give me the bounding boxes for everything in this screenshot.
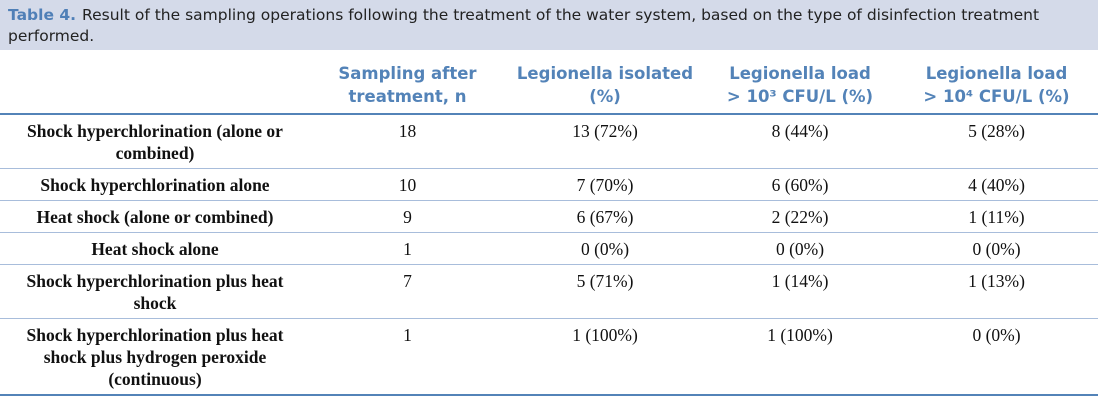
header-treatment (0, 50, 310, 115)
isolated-cell: 1 (100%) (505, 318, 705, 396)
caption-text: Result of the sampling operations follow… (8, 6, 1040, 45)
load3-cell: 1 (100%) (705, 318, 895, 396)
isolated-cell: 13 (72%) (505, 114, 705, 169)
sampling-cell: 1 (310, 232, 505, 265)
isolated-cell: 7 (70%) (505, 168, 705, 201)
isolated-cell: 5 (71%) (505, 264, 705, 319)
load4-cell: 4 (40%) (895, 168, 1098, 201)
results-table: Sampling after treatment, n Legionella i… (0, 50, 1098, 396)
header-isolated: Legionella isolated (%) (505, 50, 705, 115)
table-caption: Table 4. Result of the sampling operation… (0, 0, 1098, 50)
header-load4-text: Legionella load > 10⁴ CFU/L (%) (923, 64, 1070, 106)
treatment-label: Shock hyperchlorination alone (40, 175, 270, 195)
load4-cell: 0 (0%) (895, 318, 1098, 396)
treatment-cell: Heat shock alone (0, 232, 310, 265)
sampling-cell: 7 (310, 264, 505, 319)
load3-cell: 0 (0%) (705, 232, 895, 265)
isolated-cell: 6 (67%) (505, 200, 705, 233)
load4-cell: 5 (28%) (895, 114, 1098, 169)
treatment-label: Heat shock (alone or combined) (36, 207, 274, 227)
header-isolated-text: Legionella isolated (%) (516, 64, 694, 106)
treatment-cell: Shock hyperchlorination plus heat shock (0, 264, 310, 319)
table-label: Table 4. (8, 6, 77, 24)
table-row: Shock hyperchlorination (alone or combin… (0, 114, 1098, 169)
table-row: Shock hyperchlorination plus heat shock … (0, 318, 1098, 396)
treatment-label: Heat shock alone (91, 239, 219, 259)
isolated-cell: 0 (0%) (505, 232, 705, 265)
header-load-10-4: Legionella load > 10⁴ CFU/L (%) (895, 50, 1098, 115)
treatment-label: Shock hyperchlorination (alone or combin… (27, 121, 283, 163)
header-row: Sampling after treatment, n Legionella i… (0, 50, 1098, 115)
sampling-cell: 1 (310, 318, 505, 396)
treatment-cell: Shock hyperchlorination plus heat shock … (0, 318, 310, 396)
header-sampling: Sampling after treatment, n (310, 50, 505, 115)
treatment-cell: Shock hyperchlorination (alone or combin… (0, 114, 310, 169)
load4-cell: 1 (11%) (895, 200, 1098, 233)
table-row: Heat shock (alone or combined) 9 6 (67%) 2 … (0, 200, 1098, 233)
header-load3-text: Legionella load > 10³ CFU/L (%) (726, 64, 874, 106)
load4-cell: 1 (13%) (895, 264, 1098, 319)
treatment-label: Shock hyperchlorination plus heat shock (26, 271, 284, 313)
load3-cell: 6 (60%) (705, 168, 895, 201)
sampling-cell: 10 (310, 168, 505, 201)
table-row: Shock hyperchlorination alone 10 7 (70%) 6 … (0, 168, 1098, 201)
sampling-cell: 18 (310, 114, 505, 169)
load3-cell: 1 (14%) (705, 264, 895, 319)
load3-cell: 2 (22%) (705, 200, 895, 233)
treatment-cell: Heat shock (alone or combined) (0, 200, 310, 233)
sampling-cell: 9 (310, 200, 505, 233)
table-row: Heat shock alone 1 0 (0%) 0 (0%) 0 (0%) (0, 232, 1098, 265)
header-sampling-text: Sampling after treatment, n (338, 64, 477, 106)
table-row: Shock hyperchlorination plus heat shock 7… (0, 264, 1098, 319)
treatment-cell: Shock hyperchlorination alone (0, 168, 310, 201)
header-load-10-3: Legionella load > 10³ CFU/L (%) (705, 50, 895, 115)
treatment-label: Shock hyperchlorination plus heat shock … (26, 325, 284, 389)
load3-cell: 8 (44%) (705, 114, 895, 169)
load4-cell: 0 (0%) (895, 232, 1098, 265)
